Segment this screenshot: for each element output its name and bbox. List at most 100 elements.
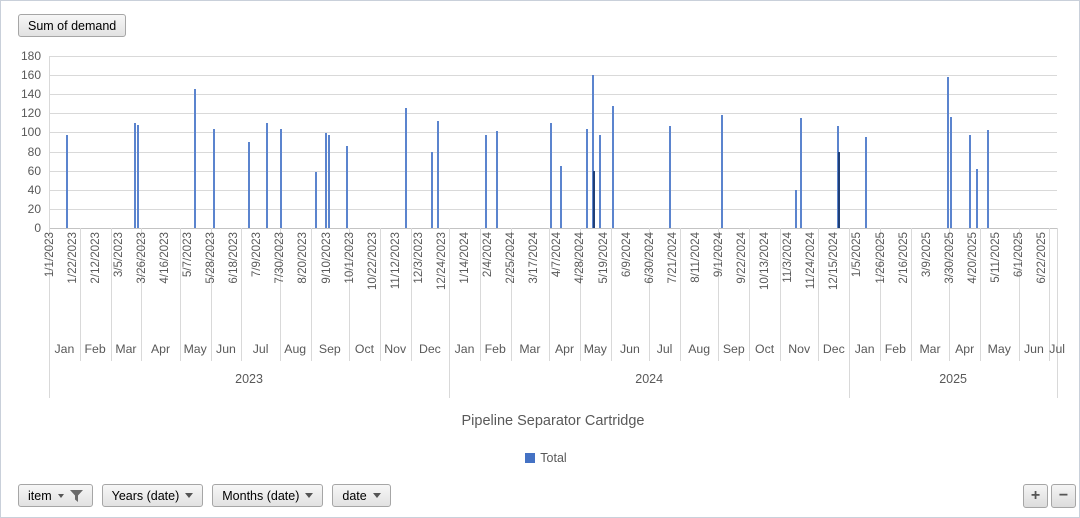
bar[interactable] <box>592 75 595 228</box>
gridline <box>49 170 1057 172</box>
month-boundary-line <box>179 228 181 361</box>
x-axis-date-label: 4/28/2024 <box>573 232 587 284</box>
bar[interactable] <box>837 125 840 228</box>
x-axis-date-label: 12/24/2023 <box>434 232 448 291</box>
x-axis-date-label: 11/24/2024 <box>804 232 818 290</box>
dropdown-arrow-icon <box>372 493 381 498</box>
bar[interactable] <box>496 131 499 228</box>
month-boundary-line <box>110 228 112 361</box>
x-axis-date-label: 7/9/2023 <box>250 232 264 278</box>
year-boundary-line <box>849 228 851 398</box>
bar[interactable] <box>212 128 215 228</box>
x-axis-date-label: 10/13/2024 <box>758 232 772 291</box>
bar[interactable] <box>437 120 440 228</box>
zoom-out-button[interactable]: − <box>1051 484 1076 508</box>
bar[interactable] <box>986 129 989 228</box>
field-button-date[interactable]: date <box>332 484 391 507</box>
month-boundary-line <box>579 228 581 361</box>
month-label: Mar <box>115 342 137 356</box>
month-label: Feb <box>884 342 906 356</box>
y-axis-label: 20 <box>27 201 41 216</box>
bar[interactable] <box>560 165 563 228</box>
y-axis-label: 180 <box>20 49 41 63</box>
bar[interactable] <box>975 168 978 228</box>
x-axis-date-label: 1/5/2025 <box>850 232 864 278</box>
x-axis-date-label: 11/12/2023 <box>388 232 402 290</box>
x-axis-date-label: 5/7/2023 <box>181 232 195 278</box>
bar[interactable] <box>720 115 723 228</box>
bar[interactable] <box>799 118 802 228</box>
bar[interactable] <box>947 77 950 228</box>
bar[interactable] <box>137 124 140 228</box>
month-label: Jun <box>620 342 640 356</box>
month-boundary-line <box>818 228 820 361</box>
bar[interactable] <box>838 151 841 228</box>
y-axis-label: 120 <box>20 106 41 121</box>
bar[interactable] <box>65 135 68 228</box>
month-boundary-line <box>679 228 681 361</box>
month-boundary-line <box>379 228 381 361</box>
x-axis-date-label: 5/19/2024 <box>596 232 610 284</box>
bar[interactable] <box>430 151 433 228</box>
x-axis-date-label: 3/30/2025 <box>942 232 956 284</box>
y-axis-label: 60 <box>27 163 41 178</box>
bar[interactable] <box>585 128 588 228</box>
bar[interactable] <box>598 135 601 228</box>
bar[interactable] <box>405 107 408 228</box>
x-axis-date-label: 10/1/2023 <box>342 232 356 284</box>
x-axis-date-label: 3/17/2024 <box>527 232 541 284</box>
bar[interactable] <box>328 135 331 228</box>
bar[interactable] <box>593 170 596 228</box>
value-field-button[interactable]: Sum of demand <box>18 14 127 37</box>
bar[interactable] <box>325 133 327 228</box>
dropdown-arrow-icon <box>57 493 64 498</box>
x-axis-date-label: 7/30/2023 <box>273 232 287 284</box>
x-axis-date-label: 9/22/2024 <box>735 232 749 284</box>
month-boundary-line <box>910 228 912 361</box>
x-axis-date-label: 11/3/2024 <box>781 232 795 283</box>
bar[interactable] <box>194 89 197 228</box>
gridline <box>49 56 1057 57</box>
gridline <box>49 75 1057 77</box>
x-axis-date-label: 8/11/2024 <box>688 232 702 283</box>
bar[interactable] <box>550 122 553 228</box>
bar[interactable] <box>611 105 614 228</box>
bar[interactable] <box>864 137 867 228</box>
bar[interactable] <box>669 125 672 228</box>
x-axis-date-label: 6/22/2025 <box>1035 232 1049 284</box>
month-label: Mar <box>919 342 941 356</box>
month-boundary-line <box>279 228 281 361</box>
bar[interactable] <box>345 145 348 228</box>
y-axis-label: 80 <box>27 144 41 159</box>
y-axis-label: 40 <box>27 182 41 197</box>
bar[interactable] <box>265 122 268 228</box>
month-label: Jan <box>454 342 475 356</box>
x-axis-date-label: 1/22/2023 <box>65 232 79 284</box>
y-axis-label: 0 <box>34 221 41 235</box>
field-button-months-date[interactable]: Months (date) <box>212 484 324 507</box>
bar[interactable] <box>133 122 136 228</box>
month-boundary-line <box>779 228 781 361</box>
bar[interactable] <box>315 171 318 228</box>
bar[interactable] <box>248 142 251 228</box>
field-button-item[interactable]: item <box>18 484 93 507</box>
x-axis-date-label: 6/1/2025 <box>1012 232 1026 278</box>
legend: Total <box>1 451 1079 465</box>
month-boundary-line <box>479 228 481 361</box>
month-label: Nov <box>384 342 407 356</box>
field-button-years-date[interactable]: Years (date) <box>101 484 204 507</box>
bar[interactable] <box>485 135 488 228</box>
zoom-in-button[interactable]: + <box>1023 484 1048 508</box>
month-label: Jul <box>252 342 269 356</box>
dropdown-arrow-icon <box>305 493 314 498</box>
gridline <box>49 113 1057 115</box>
gridline <box>49 208 1057 210</box>
bar[interactable] <box>279 128 282 228</box>
bar[interactable] <box>795 189 798 228</box>
bar[interactable] <box>969 135 972 228</box>
year-boundary-line <box>449 228 451 398</box>
month-label: Apr <box>554 342 575 356</box>
x-axis-date-label: 3/9/2025 <box>919 232 933 278</box>
bar[interactable] <box>950 117 953 228</box>
